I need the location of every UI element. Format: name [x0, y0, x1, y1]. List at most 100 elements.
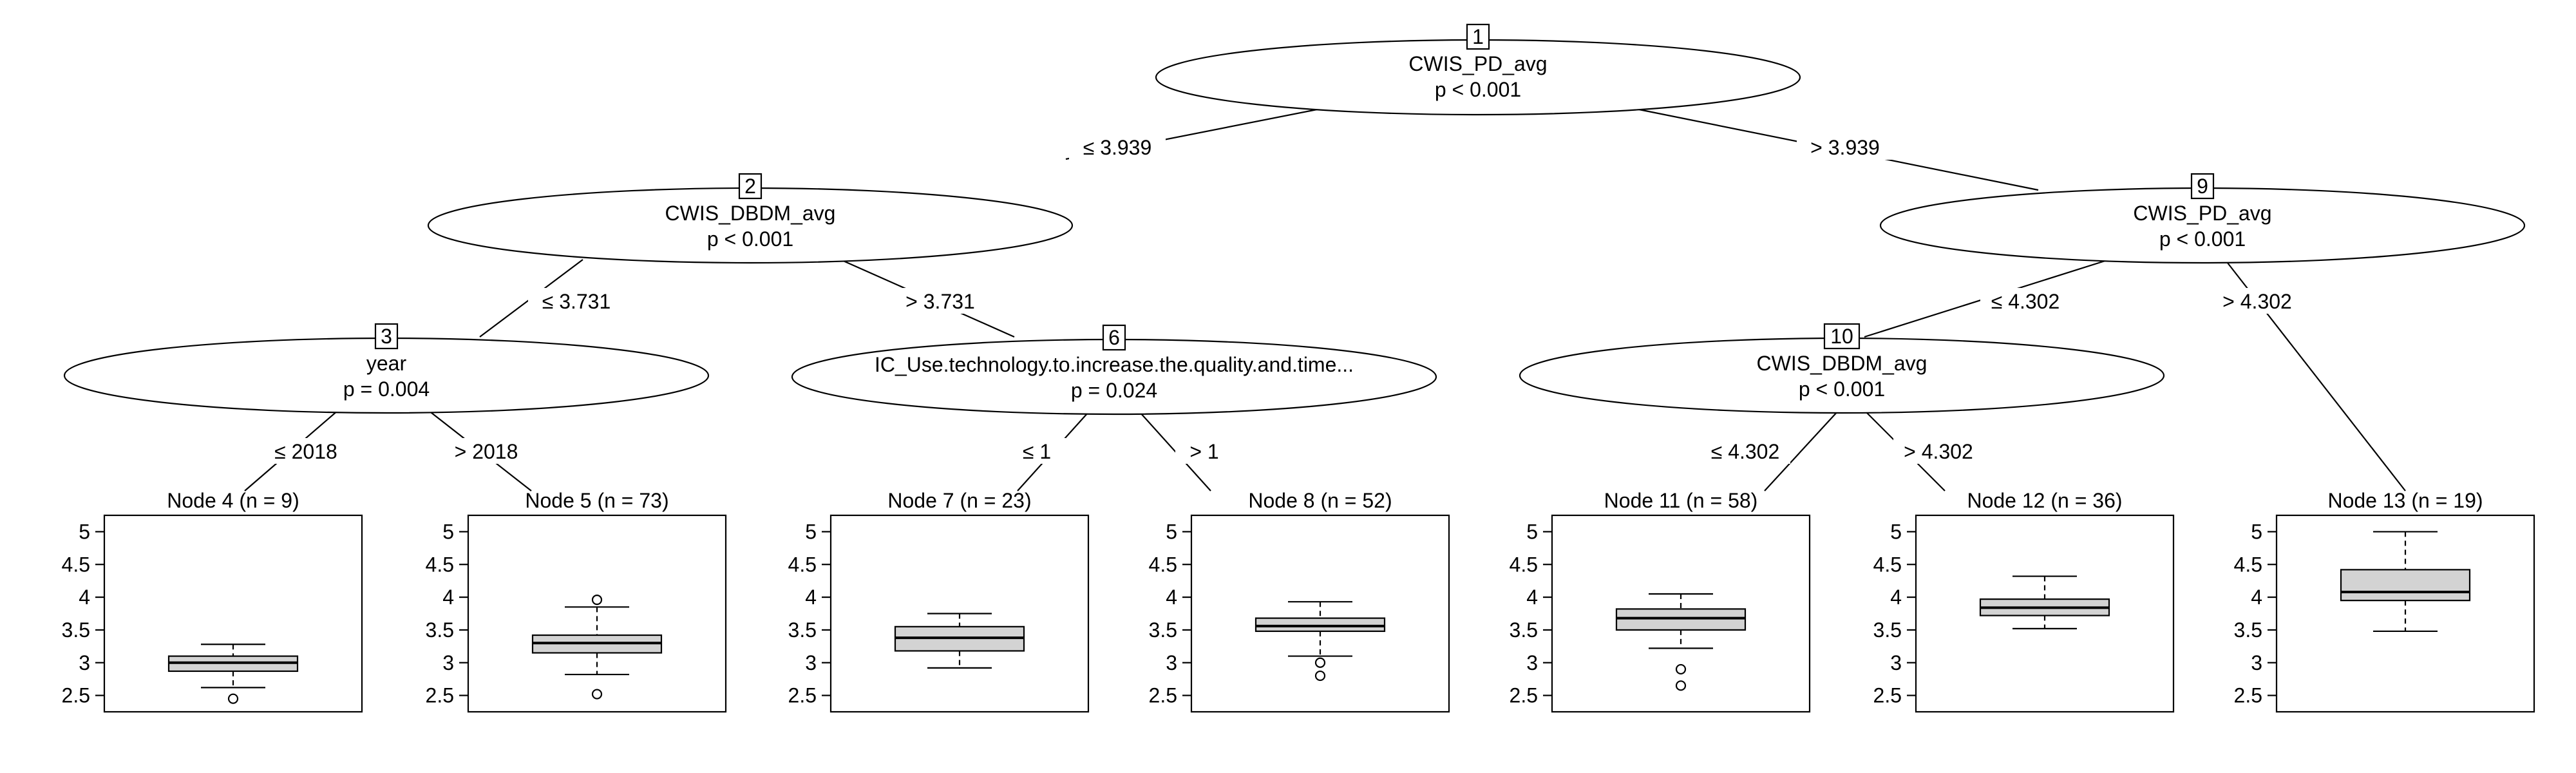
y-tick-label: 3.5 — [788, 618, 817, 642]
edge-label-6-8: > 1 — [1189, 440, 1218, 463]
y-tick-label: 5 — [442, 520, 454, 543]
boxplot-panel: Node 7 (n = 23) 2.5 3 3.5 4 4.5 5 — [788, 489, 1090, 713]
y-tick-label: 4 — [805, 586, 817, 609]
y-tick-label: 3 — [1166, 651, 1177, 674]
panel-title: Node 12 (n = 36) — [1967, 489, 2122, 512]
panel-title: Node 5 (n = 73) — [525, 489, 668, 512]
node-id-6: 6 — [1108, 326, 1120, 349]
y-tick-label: 2.5 — [788, 684, 817, 707]
tree-node-2: 2 CWIS_DBDM_avg p < 0.001 — [427, 173, 1074, 264]
edge-label-10-11: ≤ 4.302 — [1711, 440, 1780, 463]
panel-title: Node 13 (n = 19) — [2327, 489, 2483, 512]
node-variable-6: IC_Use.technology.to.increase.the.qualit… — [875, 353, 1354, 376]
node-variable-1: CWIS_PD_avg — [1408, 52, 1547, 75]
edge-label-9-13: > 4.302 — [2222, 290, 2292, 313]
edge-10-11 — [1764, 410, 1839, 491]
y-tick-label: 4 — [1166, 586, 1177, 609]
node-variable-10: CWIS_DBDM_avg — [1757, 352, 1927, 375]
tree-node-1: 1 CWIS_PD_avg p < 0.001 — [1155, 23, 1801, 116]
node-variable-9: CWIS_PD_avg — [2133, 202, 2271, 225]
edge-label-2-3: ≤ 3.731 — [542, 290, 611, 313]
y-tick-label: 3 — [1890, 651, 1902, 674]
y-tick-label: 5 — [805, 520, 817, 543]
boxplot-panel: Node 11 (n = 58) 2.5 3 3.5 4 4.5 5 — [1510, 489, 1811, 713]
outlier-point — [591, 689, 603, 700]
node-id-10: 10 — [1830, 325, 1853, 348]
y-tick-label: 4.5 — [2234, 553, 2262, 576]
node-id-9: 9 — [2197, 175, 2208, 198]
iqr-box — [1255, 617, 1386, 633]
boxplot-panel: Node 5 (n = 73) 2.5 3 3.5 4 4.5 5 — [426, 489, 727, 713]
y-tick-label: 5 — [1526, 520, 1538, 543]
outlier-point — [1314, 670, 1326, 682]
outlier-point — [227, 693, 239, 704]
y-tick-label: 4.5 — [426, 553, 454, 576]
panel-title: Node 4 (n = 9) — [167, 489, 299, 512]
y-tick-label: 2.5 — [426, 684, 454, 707]
y-tick-label: 5 — [1166, 520, 1177, 543]
y-tick-label: 2.5 — [1510, 684, 1538, 707]
panel-title: Node 7 (n = 23) — [887, 489, 1031, 512]
inner-nodes: 1 CWIS_PD_avg p < 0.001 2 CWIS_DBDM_avg … — [63, 23, 2526, 415]
outlier-point — [591, 595, 603, 606]
tree-node-10: 10 CWIS_DBDM_avg p < 0.001 — [1519, 323, 2165, 414]
y-tick-label: 4.5 — [1873, 553, 1902, 576]
y-tick-label: 5 — [2251, 520, 2262, 543]
y-tick-label: 3.5 — [1149, 618, 1177, 642]
tree-node-6: 6 IC_Use.technology.to.increase.the.qual… — [791, 324, 1437, 415]
y-tick-label: 2.5 — [1873, 684, 1902, 707]
edge-label-9-10: ≤ 4.302 — [1991, 290, 2060, 313]
y-tick-label: 3 — [79, 651, 90, 674]
node-id-1: 1 — [1472, 25, 1484, 48]
y-tick-label: 4 — [2251, 586, 2262, 609]
y-tick-label: 2.5 — [2234, 684, 2262, 707]
y-tick-label: 3.5 — [426, 618, 454, 642]
edge-label-1-9: > 3.939 — [1810, 136, 1880, 159]
y-tick-label: 3.5 — [1510, 618, 1538, 642]
y-tick-label: 4 — [79, 586, 90, 609]
edge-label-2-6: > 3.731 — [905, 290, 975, 313]
edge-label-10-12: > 4.302 — [1904, 440, 1973, 463]
edge-label-3-5: > 2018 — [455, 440, 518, 463]
y-tick-label: 2.5 — [62, 684, 90, 707]
node-id-2: 2 — [744, 175, 756, 198]
node-pvalue-6: p = 0.024 — [1071, 379, 1157, 402]
y-tick-label: 3 — [2251, 651, 2262, 674]
y-tick-label: 3 — [805, 651, 817, 674]
boxplot-panel: Node 12 (n = 36) 2.5 3 3.5 4 4.5 5 — [1873, 489, 2175, 713]
node-pvalue-10: p < 0.001 — [1799, 377, 1885, 401]
node-variable-2: CWIS_DBDM_avg — [665, 202, 836, 225]
node-variable-3: year — [366, 352, 407, 375]
y-tick-label: 5 — [79, 520, 90, 543]
node-pvalue-1: p < 0.001 — [1435, 78, 1521, 101]
y-tick-label: 4 — [442, 586, 454, 609]
y-tick-label: 4 — [1890, 586, 1902, 609]
panel-frame — [467, 514, 727, 713]
panel-frame — [103, 514, 363, 713]
y-tick-label: 3.5 — [62, 618, 90, 642]
y-tick-label: 4.5 — [788, 553, 817, 576]
iqr-box — [1615, 608, 1747, 631]
panel-title: Node 8 (n = 52) — [1248, 489, 1392, 512]
boxplot-panel: Node 13 (n = 19) 2.5 3 3.5 4 4.5 5 — [2234, 489, 2535, 713]
y-tick-label: 3.5 — [2234, 618, 2262, 642]
panel-title: Node 11 (n = 58) — [1604, 489, 1758, 512]
node-pvalue-9: p < 0.001 — [2159, 227, 2246, 251]
y-tick-label: 4.5 — [62, 553, 90, 576]
y-tick-label: 4 — [1526, 586, 1538, 609]
y-tick-label: 3 — [1526, 651, 1538, 674]
edge-label-3-4: ≤ 2018 — [274, 440, 337, 463]
y-tick-label: 4.5 — [1149, 553, 1177, 576]
iqr-box — [2340, 569, 2471, 602]
edge-labels: ≤ 3.939 > 3.939 ≤ 3.731 > 3.731 ≤ 2018 >… — [264, 134, 2302, 464]
boxplot-panel: Node 8 (n = 52) 2.5 3 3.5 4 4.5 5 — [1149, 489, 1450, 713]
y-tick-label: 4.5 — [1510, 553, 1538, 576]
y-tick-label: 3.5 — [1873, 618, 1902, 642]
y-tick-label: 2.5 — [1149, 684, 1177, 707]
node-pvalue-3: p = 0.004 — [343, 377, 430, 401]
boxplot-panel: Node 4 (n = 9) 2.5 3 3.5 4 4.5 5 — [62, 489, 363, 713]
node-id-3: 3 — [381, 325, 392, 348]
y-tick-label: 3 — [442, 651, 454, 674]
